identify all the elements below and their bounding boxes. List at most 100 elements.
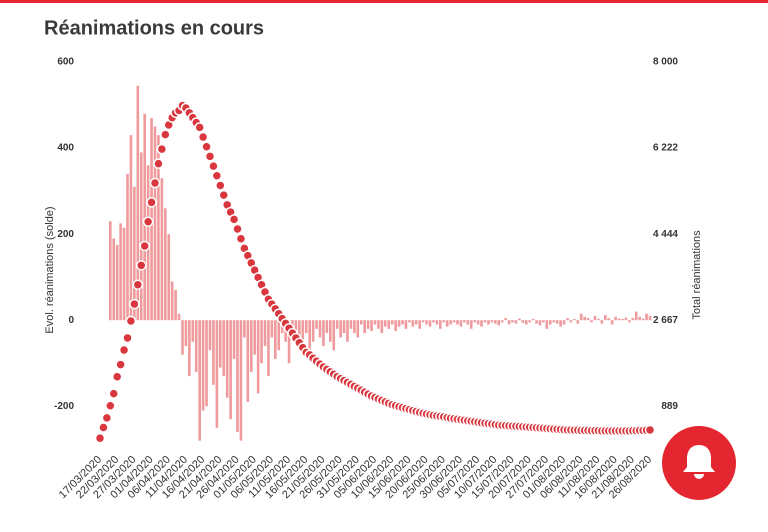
bar [277, 320, 281, 351]
bar [177, 313, 181, 321]
bar [414, 320, 418, 325]
bar [384, 320, 387, 327]
y-tick-label: 200 [57, 229, 74, 240]
bar [597, 318, 600, 321]
bar [287, 320, 291, 364]
line-point [101, 412, 113, 424]
line-point [208, 160, 219, 172]
bar [480, 320, 483, 327]
bar [562, 320, 566, 325]
bar [325, 320, 329, 334]
bar [421, 320, 425, 323]
bar [542, 320, 545, 323]
bar [645, 313, 648, 321]
bar [569, 320, 573, 323]
bar [119, 223, 122, 321]
y2-tick-label: 6 222 [653, 143, 678, 154]
bar [507, 320, 511, 325]
bar [576, 320, 580, 324]
chart-title: Réanimations en cours [44, 17, 264, 39]
bar [126, 173, 129, 321]
bar [246, 320, 250, 402]
bar [621, 318, 624, 321]
bar [511, 320, 514, 323]
bar [463, 320, 466, 323]
bar [535, 320, 538, 324]
bar [274, 320, 277, 359]
bar [181, 320, 184, 355]
bar [628, 320, 631, 323]
bar [356, 320, 360, 338]
bar [136, 85, 140, 321]
bar [366, 320, 370, 329]
bar [555, 320, 559, 324]
y2-tick-label: 889 [661, 401, 678, 412]
bar [167, 234, 171, 321]
line-point [160, 129, 171, 140]
bar [538, 320, 542, 326]
bar [129, 135, 133, 321]
bar [617, 318, 621, 321]
alert-button[interactable] [662, 426, 736, 500]
bar [442, 320, 446, 323]
bar [201, 320, 205, 411]
bar [545, 320, 549, 329]
bar [239, 320, 243, 441]
bar [253, 320, 256, 355]
bar [432, 320, 435, 323]
bar [549, 320, 552, 325]
bar [122, 227, 126, 321]
bar [604, 315, 607, 321]
line-point [153, 158, 164, 169]
bar [219, 320, 222, 368]
bar [157, 135, 160, 321]
bar [335, 320, 339, 329]
bar [332, 320, 336, 351]
bar [624, 317, 628, 321]
bar [607, 318, 611, 321]
bar [304, 320, 308, 334]
bar [249, 320, 253, 372]
bar [528, 320, 531, 323]
y2-axis-title: Total réanimations [691, 230, 703, 320]
bar [256, 320, 260, 394]
bar [205, 320, 208, 407]
line-point [139, 240, 150, 252]
bar [456, 320, 459, 325]
bar [494, 320, 497, 324]
bar [648, 315, 652, 321]
line-point [232, 223, 243, 235]
line-point [211, 170, 223, 182]
bar [164, 208, 167, 321]
y-tick-label: 600 [57, 57, 74, 68]
bar [339, 320, 342, 338]
bar [634, 311, 638, 321]
line-point [132, 279, 144, 290]
top-bar [0, 0, 768, 3]
bar [153, 126, 157, 321]
bar [469, 320, 473, 329]
bar [401, 320, 404, 325]
bar [198, 320, 201, 441]
y-axis-title: Evol. réanimations (solde) [44, 206, 56, 333]
bar [109, 221, 112, 321]
bar [428, 320, 432, 327]
bar [397, 320, 401, 327]
bar [315, 320, 318, 329]
line-point [194, 122, 205, 133]
y-tick-label: 0 [68, 315, 74, 326]
bar [370, 320, 373, 331]
bar [329, 320, 332, 342]
line-point [125, 315, 137, 327]
bar [318, 320, 322, 338]
bar [390, 320, 394, 325]
bar [222, 320, 226, 377]
bell-icon[interactable] [683, 445, 715, 479]
bar [377, 320, 380, 329]
bar [232, 320, 236, 359]
bar [459, 320, 463, 327]
bar [115, 244, 119, 321]
bar [583, 316, 586, 321]
bar [487, 320, 490, 325]
bar [614, 316, 617, 321]
